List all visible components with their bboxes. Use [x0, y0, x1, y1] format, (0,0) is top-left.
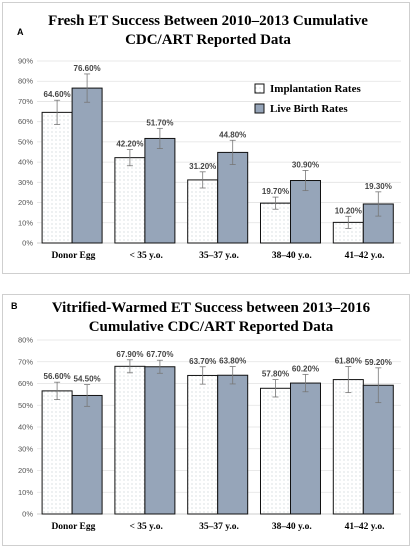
chart-title-line: Fresh ET Success Between 2010–2013 Cumul… [48, 13, 368, 29]
category-label: < 35 y.o. [130, 522, 163, 532]
bar [41, 390, 73, 515]
bar [217, 374, 249, 515]
data-label: 67.70% [146, 350, 173, 359]
category-label: Donor Egg [51, 522, 95, 532]
y-tick-label: 80% [18, 336, 33, 345]
data-label: 63.70% [189, 357, 216, 366]
bar [144, 137, 176, 244]
data-label: 51.70% [146, 118, 173, 127]
y-tick-label: 10% [18, 488, 33, 497]
legend-swatch [254, 83, 265, 94]
data-label: 19.70% [262, 187, 289, 196]
y-tick-label: 30% [18, 444, 33, 453]
y-tick-label: 70% [18, 357, 33, 366]
bar [187, 374, 219, 515]
data-label: 56.60% [44, 372, 71, 381]
data-label: 44.80% [219, 130, 246, 139]
y-tick-label: 80% [18, 77, 33, 86]
y-tick-label: 50% [18, 401, 33, 410]
chart-title-line: CDC/ART Reported Data [125, 32, 291, 48]
bar [332, 379, 364, 515]
y-tick-label: 30% [18, 178, 33, 187]
data-label: 59.20% [365, 358, 392, 367]
bar [362, 384, 394, 515]
bar [259, 202, 291, 244]
panel-letter: A [17, 27, 24, 37]
bar [187, 179, 219, 244]
data-label: 54.50% [74, 375, 101, 384]
bar [217, 151, 249, 244]
y-tick-label: 10% [18, 218, 33, 227]
y-tick-label: 50% [18, 137, 33, 146]
data-label: 76.60% [74, 64, 101, 73]
bar [289, 382, 321, 515]
panel-letter: B [11, 301, 18, 311]
bar [259, 387, 291, 515]
legend-label: Live Birth Rates [270, 103, 348, 115]
data-label: 60.20% [292, 364, 319, 373]
data-label: 42.20% [116, 140, 143, 149]
bar [114, 365, 146, 515]
data-label: 57.80% [262, 370, 289, 379]
y-tick-label: 40% [18, 423, 33, 432]
bar [114, 157, 146, 244]
category-label: 35–37 y.o. [199, 251, 239, 261]
chart-panel-b: B Vitrified-Warmed ET Success between 201… [2, 294, 410, 546]
data-label: 30.90% [292, 160, 319, 169]
chart-a-svg: A Fresh ET Success Between 2010–2013 Cumu… [17, 13, 401, 261]
y-tick-label: 20% [18, 198, 33, 207]
bar [71, 394, 103, 515]
legend-swatch [254, 103, 265, 114]
category-label: 38–40 y.o. [272, 251, 312, 261]
y-tick-label: 60% [18, 379, 33, 388]
category-label: 41–42 y.o. [345, 522, 385, 532]
bar [71, 87, 103, 244]
bar [144, 366, 176, 515]
category-label: < 35 y.o. [130, 251, 163, 261]
category-label: 41–42 y.o. [345, 251, 385, 261]
y-tick-label: 70% [18, 97, 33, 106]
chart-title-line: Vitrified-Warmed ET Success between 2013… [52, 300, 371, 316]
y-tick-label: 90% [18, 57, 33, 66]
data-label: 64.60% [44, 90, 71, 99]
data-label: 10.20% [335, 206, 362, 215]
bar [41, 111, 73, 244]
y-tick-label: 0% [22, 239, 33, 248]
y-tick-label: 20% [18, 466, 33, 475]
category-label: Donor Egg [51, 251, 95, 261]
legend-label: Implantation Rates [270, 83, 361, 95]
data-label: 61.80% [335, 357, 362, 366]
y-tick-label: 40% [18, 158, 33, 167]
data-label: 63.80% [219, 357, 246, 366]
y-tick-label: 0% [22, 510, 33, 519]
chart-title-line: Cumulative CDC/ART Reported Data [89, 319, 334, 335]
chart-b-svg: B Vitrified-Warmed ET Success between 201… [11, 300, 401, 532]
data-label: 31.20% [189, 162, 216, 171]
category-label: 38–40 y.o. [272, 522, 312, 532]
data-label: 19.30% [365, 182, 392, 191]
category-label: 35–37 y.o. [199, 522, 239, 532]
data-label: 67.90% [116, 350, 143, 359]
y-tick-label: 60% [18, 117, 33, 126]
chart-panel-a: A Fresh ET Success Between 2010–2013 Cumu… [2, 2, 410, 274]
